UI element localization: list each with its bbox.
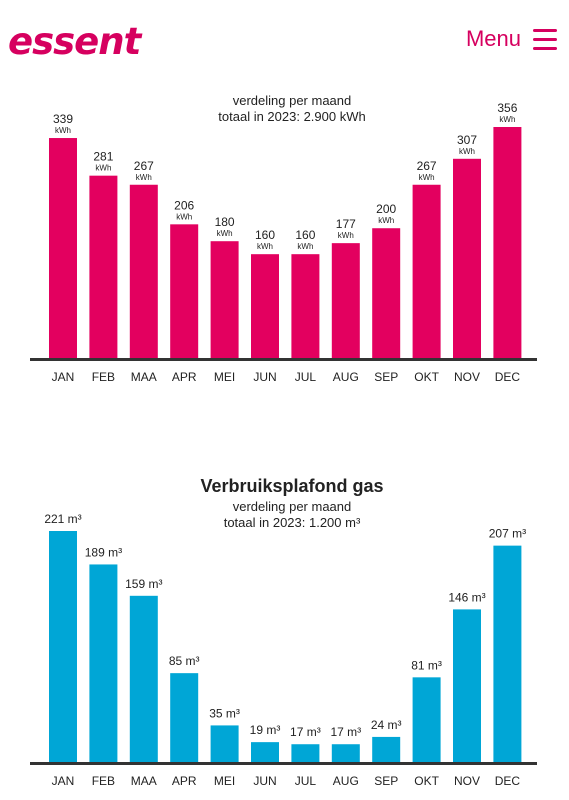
chart-title: Verbruiksplafond gas bbox=[200, 476, 383, 496]
bar-feb bbox=[89, 175, 118, 358]
bar-aug bbox=[331, 744, 360, 762]
x-axis-line bbox=[30, 762, 537, 765]
x-tick-label: JAN bbox=[52, 774, 75, 788]
data-label: 160 bbox=[295, 228, 315, 242]
data-label: 180 bbox=[215, 215, 235, 229]
x-tick-label: NOV bbox=[454, 774, 480, 788]
bar-jan bbox=[49, 531, 77, 762]
chart-subtitle: totaal in 2023: 2.900 kWh bbox=[218, 109, 365, 124]
data-label: 159 m³ bbox=[125, 577, 162, 591]
chart-subtitle: totaal in 2023: 1.200 m³ bbox=[224, 515, 361, 530]
data-label: 17 m³ bbox=[290, 725, 321, 739]
x-tick-label: MEI bbox=[214, 370, 235, 384]
data-label-unit: kWh bbox=[217, 229, 233, 238]
data-label-unit: kWh bbox=[95, 164, 111, 173]
x-tick-label: DEC bbox=[495, 774, 521, 788]
bar-apr bbox=[170, 224, 199, 358]
x-tick-label: FEB bbox=[92, 774, 115, 788]
data-label-unit: kWh bbox=[499, 115, 515, 124]
data-label: 356 bbox=[497, 101, 517, 115]
data-label: 19 m³ bbox=[250, 723, 281, 737]
x-tick-label: JUN bbox=[253, 370, 276, 384]
data-label: 221 m³ bbox=[44, 512, 81, 526]
data-label: 339 bbox=[53, 112, 73, 126]
data-label-unit: kWh bbox=[419, 173, 435, 182]
bar-sep bbox=[372, 228, 401, 358]
data-label: 17 m³ bbox=[330, 725, 361, 739]
data-label: 267 bbox=[134, 159, 154, 173]
bar-mei bbox=[210, 241, 239, 358]
chart-subtitle: verdeling per maand bbox=[233, 93, 352, 108]
menu-button[interactable]: Menu bbox=[466, 26, 557, 52]
bar-nov bbox=[453, 609, 481, 762]
bar-feb bbox=[89, 564, 118, 762]
x-tick-label: JUL bbox=[295, 370, 317, 384]
data-label: 146 m³ bbox=[448, 590, 485, 604]
x-tick-label: MAA bbox=[131, 774, 157, 788]
data-label: 24 m³ bbox=[371, 718, 402, 732]
data-label: 35 m³ bbox=[209, 706, 240, 720]
x-tick-label: JUN bbox=[253, 774, 276, 788]
bar-sep bbox=[372, 736, 401, 762]
data-label: 267 bbox=[417, 159, 437, 173]
hamburger-icon bbox=[533, 28, 557, 50]
data-label-unit: kWh bbox=[297, 242, 313, 251]
x-tick-label: AUG bbox=[333, 370, 359, 384]
data-label-unit: kWh bbox=[257, 242, 273, 251]
data-label: 207 m³ bbox=[489, 527, 526, 541]
bar-mei bbox=[210, 725, 239, 762]
bar-jun bbox=[251, 742, 279, 762]
bar-okt bbox=[412, 184, 441, 358]
x-tick-label: SEP bbox=[374, 370, 398, 384]
x-tick-label: FEB bbox=[92, 370, 115, 384]
data-label: 200 bbox=[376, 202, 396, 216]
bar-jan bbox=[49, 138, 77, 358]
x-tick-label: JAN bbox=[52, 370, 75, 384]
x-tick-label: APR bbox=[172, 774, 197, 788]
essent-logo[interactable]: essent bbox=[8, 20, 141, 63]
x-tick-label: JUL bbox=[295, 774, 317, 788]
x-tick-label: MEI bbox=[214, 774, 235, 788]
x-tick-label: OKT bbox=[414, 370, 439, 384]
x-tick-label: SEP bbox=[374, 774, 398, 788]
data-label-unit: kWh bbox=[136, 173, 152, 182]
data-label-unit: kWh bbox=[55, 126, 71, 135]
x-tick-label: AUG bbox=[333, 774, 359, 788]
data-label-unit: kWh bbox=[338, 231, 354, 240]
x-tick-label: DEC bbox=[495, 370, 521, 384]
data-label: 189 m³ bbox=[85, 545, 122, 559]
data-label-unit: kWh bbox=[378, 216, 394, 225]
data-label: 177 bbox=[336, 217, 356, 231]
data-label-unit: kWh bbox=[176, 212, 192, 221]
data-label: 85 m³ bbox=[169, 654, 200, 668]
bar-jul bbox=[291, 254, 320, 358]
bar-maa bbox=[129, 595, 158, 762]
data-label-unit: kWh bbox=[459, 147, 475, 156]
data-label: 206 bbox=[174, 198, 194, 212]
bar-apr bbox=[170, 673, 199, 762]
x-tick-label: MAA bbox=[131, 370, 157, 384]
x-axis-line bbox=[30, 358, 537, 361]
data-label: 160 bbox=[255, 228, 275, 242]
x-tick-label: NOV bbox=[454, 370, 480, 384]
bar-nov bbox=[453, 158, 481, 358]
x-tick-label: OKT bbox=[414, 774, 439, 788]
x-tick-label: APR bbox=[172, 370, 197, 384]
gas-chart: Verbruiksplafond gas verdeling per maand… bbox=[30, 476, 537, 788]
data-label: 307 bbox=[457, 133, 477, 147]
menu-label: Menu bbox=[465, 26, 521, 51]
chart-subtitle: verdeling per maand bbox=[233, 499, 352, 514]
data-label: 281 bbox=[93, 150, 113, 164]
bar-aug bbox=[331, 243, 360, 358]
app-header: essent Menu bbox=[0, 0, 569, 80]
bar-maa bbox=[129, 184, 158, 358]
data-label: 81 m³ bbox=[411, 658, 442, 672]
bar-okt bbox=[412, 677, 441, 762]
bar-dec bbox=[493, 127, 522, 358]
bar-jun bbox=[251, 254, 279, 358]
bar-jul bbox=[291, 744, 320, 762]
bar-dec bbox=[493, 545, 522, 762]
